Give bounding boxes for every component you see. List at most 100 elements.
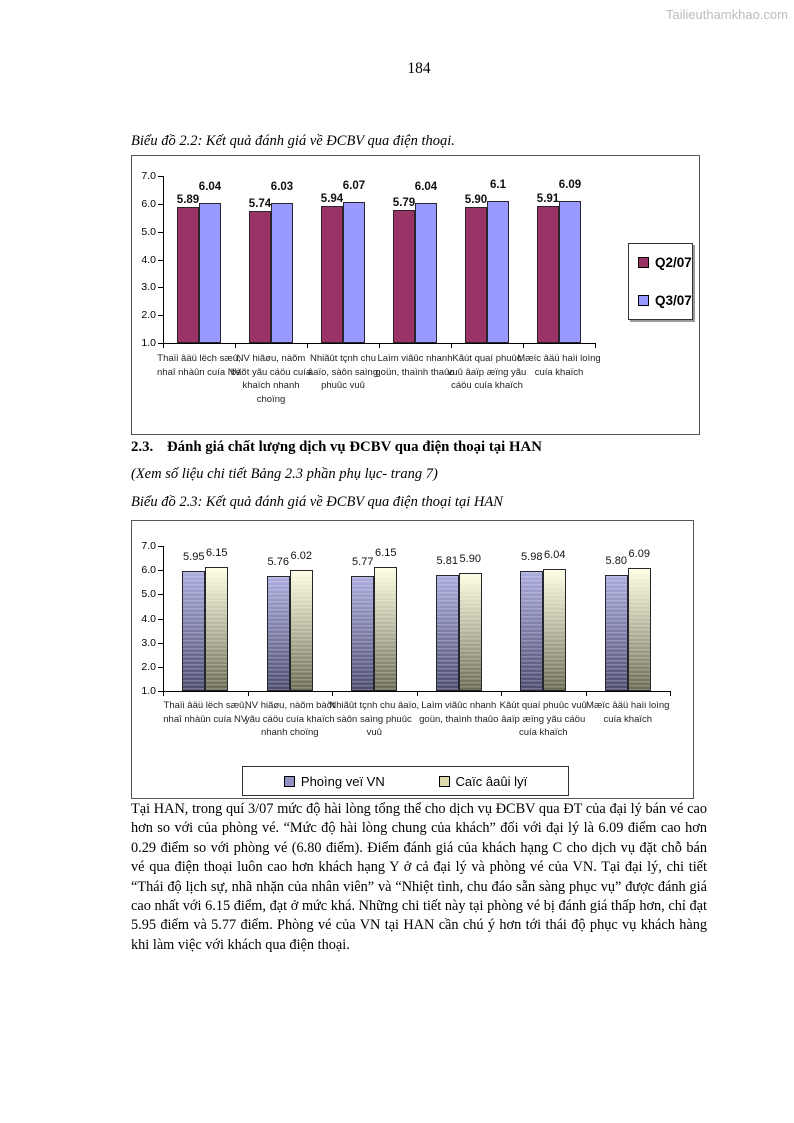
y-tick-label: 7.0 [141, 540, 156, 552]
category-label: Mæïc âäü haìi loìng cuía khaïch [586, 700, 670, 725]
y-axis [163, 176, 164, 343]
legend-item: Caïc âaûi lyï [438, 773, 528, 789]
y-tick-label: 1.0 [141, 685, 156, 697]
value-label: 5.79 [392, 196, 416, 209]
y-tick-label: 3.0 [141, 636, 156, 649]
value-label: 5.95 [183, 551, 205, 564]
bar-ca-c-a-i-ly- [627, 567, 651, 691]
y-axis-tick [158, 594, 163, 596]
bar-q2-07 [537, 206, 559, 343]
legend-label: Q2/07 [655, 255, 692, 271]
y-axis-tick [158, 618, 163, 620]
y-tick-label: 4.0 [141, 253, 156, 266]
y-axis-tick [158, 259, 163, 261]
category-label: Thaïi âäü lëch sæû, nhaî nhàûn cuía NV [157, 353, 241, 378]
category-label: Nhiãût tçnh chu âaïo, sàôn saìng phuûc v… [307, 353, 379, 391]
legend: Phoìng veï VN Caïc âaûi lyï [242, 766, 569, 796]
y-axis-tick [158, 691, 163, 692]
bar-q2-07 [465, 206, 487, 343]
value-label: 5.90 [464, 193, 488, 206]
bar-q3-07 [487, 201, 509, 343]
bar-ca-c-a-i-ly- [205, 566, 229, 691]
y-axis-tick [158, 343, 163, 344]
x-axis-tick [163, 343, 164, 348]
bar-q3-07 [415, 202, 437, 343]
x-axis-tick [595, 343, 596, 348]
y-tick-label: 2.0 [141, 660, 156, 673]
legend: Q2/07 Q3/07 [628, 243, 693, 320]
category-label: NV hiãøu, nàõm bàõt yãu cáöu cuía khaïch… [244, 700, 335, 738]
value-label: 5.80 [605, 555, 627, 567]
y-axis [163, 546, 164, 691]
legend-swatch-icon [283, 775, 295, 787]
bar-ca-c-a-i-ly- [289, 569, 313, 691]
y-tick-label: 2.0 [141, 309, 156, 322]
section-note: (Xem số liệu chi tiết Bảng 2.3 phần phụ … [131, 466, 438, 482]
y-tick-label: 4.0 [141, 612, 156, 625]
bar-ca-c-a-i-ly- [543, 569, 567, 691]
y-axis-tick [158, 666, 163, 668]
value-label: 5.89 [176, 193, 200, 206]
y-tick-label: 1.0 [141, 337, 156, 349]
category-label: Laìm viãûc nhanh goün, thaình thaûo [419, 700, 499, 725]
value-label: 5.91 [536, 193, 560, 206]
y-axis-tick [158, 570, 163, 572]
x-axis-tick [585, 691, 587, 696]
y-tick-label: 7.0 [141, 170, 156, 182]
y-tick-label: 3.0 [141, 281, 156, 294]
category-label: Mæïc âäü haìi loìng cuía khaïch [517, 353, 601, 378]
x-axis-tick [501, 691, 502, 696]
y-tick-label: 5.0 [141, 588, 156, 601]
value-label: 5.90 [459, 552, 481, 565]
bar-pho-ng-ve-vn [435, 574, 459, 691]
legend-label: Q3/07 [655, 292, 692, 308]
value-label: 6.09 [558, 179, 582, 192]
bar-q2-07 [177, 206, 199, 343]
value-label: 6.1 [490, 179, 506, 192]
value-label: 6.07 [342, 179, 366, 192]
value-label: 6.03 [270, 180, 294, 193]
bar-pho-ng-ve-vn [604, 575, 628, 691]
value-label: 5.94 [320, 192, 344, 205]
bar-pho-ng-ve-vn [520, 570, 544, 691]
bar-q3-07 [199, 202, 221, 343]
value-label: 5.81 [436, 554, 458, 567]
category-label: Kãút quaí phuûc vuû âaïp æïng yãu cáöu c… [499, 700, 587, 738]
section-title: Đánh giá chất lượng dịch vụ ĐCBV qua điệ… [167, 439, 542, 455]
category-label: Laìm viãûc nhanh goün, thaình thaûo [375, 353, 455, 378]
legend-swatch-icon [638, 257, 649, 269]
chart1-caption: Biểu đồ 2.2: Kết quả đánh giá về ĐCBV qu… [131, 133, 455, 149]
legend-label: Phoìng veï VN [300, 773, 385, 789]
value-label: 5.98 [521, 550, 543, 563]
x-axis-tick [307, 343, 308, 348]
y-tick-label: 6.0 [141, 564, 156, 577]
x-axis-tick [379, 343, 380, 348]
legend-label: Caïc âaûi lyï [455, 773, 528, 789]
y-axis-tick [158, 315, 163, 317]
y-axis-tick [158, 203, 163, 205]
watermark: Tailieuthamkhao.com [665, 7, 788, 22]
body-paragraph: Tại HAN, trong quí 3/07 mức độ hài lòng … [131, 801, 707, 953]
x-axis-tick [670, 691, 671, 696]
bar-q3-07 [343, 201, 365, 343]
legend-item: Phoìng veï VN [283, 773, 385, 789]
y-axis-tick [158, 231, 163, 233]
legend-swatch-icon [438, 775, 450, 787]
y-axis-tick [158, 176, 163, 177]
value-label: 6.04 [414, 180, 438, 193]
x-axis-tick [163, 691, 164, 696]
x-axis-tick [451, 343, 452, 348]
legend-item: Q2/07 [638, 255, 692, 270]
category-label: Nhiãût tçnh chu âaïo, sàôn saìng phuûc v… [329, 700, 420, 738]
x-axis-tick [416, 691, 418, 696]
y-tick-label: 5.0 [141, 225, 156, 238]
section-heading: 2.3. Đánh giá chất lượng dịch vụ ĐCBV qua… [131, 439, 542, 456]
bar-q3-07 [271, 202, 293, 343]
value-label: 6.04 [198, 180, 222, 193]
value-label: 6.15 [375, 546, 397, 559]
value-label: 5.77 [352, 555, 374, 568]
bar-q2-07 [393, 209, 415, 343]
bar-pho-ng-ve-vn [351, 575, 375, 691]
bar-pho-ng-ve-vn [266, 575, 290, 691]
